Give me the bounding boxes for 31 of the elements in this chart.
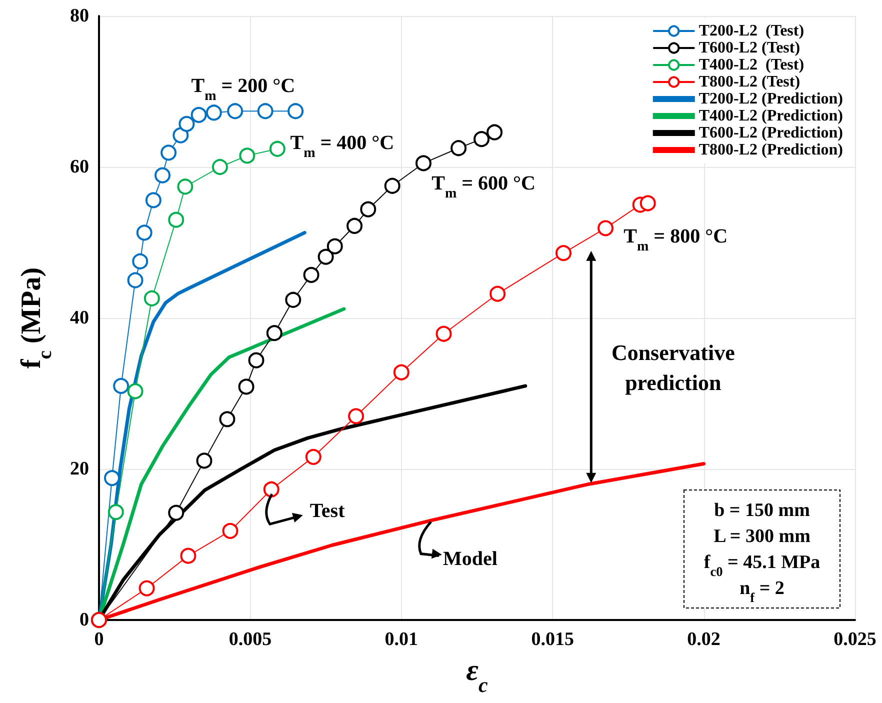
x-tick-label: 0.01 (384, 629, 418, 650)
annotation: Conservative prediction (611, 340, 736, 395)
annotation: T$_{m}$ = 400 °C (290, 132, 394, 161)
x-tick-label: 0.025 (834, 629, 876, 650)
legend-label: T200-L2 (Prediction) (698, 90, 844, 108)
annotation: T$_{m}$ = 600 °C (432, 172, 536, 202)
annotation: T$_{m}$ = 800 °C (624, 225, 728, 254)
annotation: L = 300 mm (714, 526, 811, 547)
annotation: Test (310, 500, 346, 522)
x-tick-label: 0.005 (228, 629, 272, 650)
y-tick-label: 60 (70, 156, 89, 178)
x-tick-label: 0 (94, 629, 104, 650)
legend-label: T800-L2 (Test) (698, 74, 800, 90)
annotation: Model (442, 548, 498, 570)
annotation: f$_{c0}$ = 45.1 MPa (704, 552, 821, 578)
legend-label: T800-L2 (Prediction) (698, 142, 844, 158)
y-tick-label: 40 (70, 308, 89, 328)
y-tick-label: 0 (80, 610, 89, 630)
x-tick-label: 0.02 (687, 629, 720, 650)
annotation: T$_{m}$ = 200 °C (191, 74, 296, 104)
x-tick-label: 0.015 (531, 629, 574, 650)
y-tick-label: 80 (70, 6, 89, 26)
legend-label: T400-L2 (Test) (698, 56, 804, 74)
legend-label: T600-L2 (Test) (698, 40, 800, 56)
legend-label: T400-L2 (Prediction) (698, 108, 844, 124)
annotation: n$_{f}$ = 2 (740, 578, 784, 604)
annotation: b = 150 mm (714, 500, 810, 521)
legend-label: T200-L2 (Test) (698, 22, 804, 40)
legend-label: T600-L2 (Prediction) (698, 124, 844, 142)
x-axis-title: ε$_{c}$ (466, 654, 488, 697)
y-tick-label: 20 (70, 458, 89, 480)
